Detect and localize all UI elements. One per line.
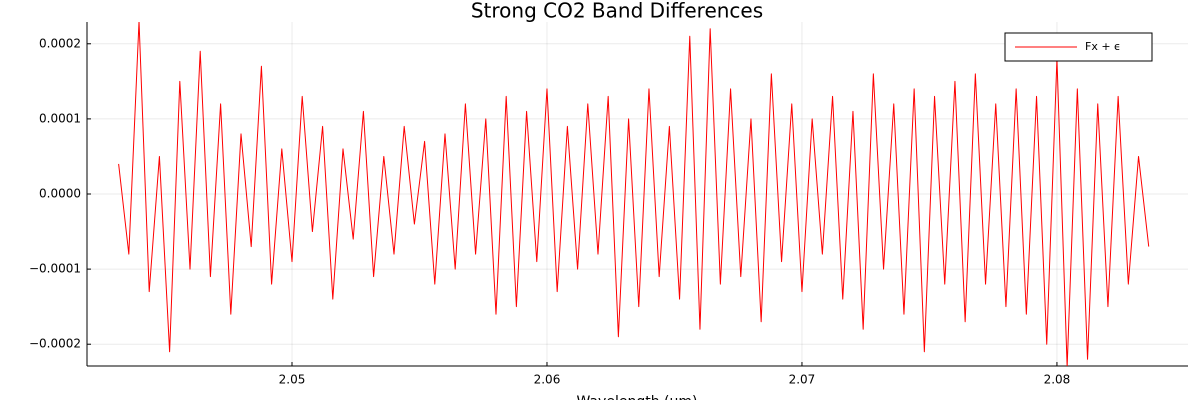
y-tick-label: 0.0000 [39, 187, 81, 201]
data-line [118, 22, 1150, 366]
y-tick-label: −0.0001 [29, 262, 81, 276]
y-tick-label: −0.0002 [29, 337, 81, 351]
plot-area [118, 22, 1150, 366]
y-tick-label: 0.0001 [39, 111, 81, 125]
y-tick-label: 0.0002 [39, 36, 81, 50]
x-tick-label: 2.06 [534, 373, 561, 387]
chart-title: Strong CO2 Band Differences [471, 0, 763, 23]
x-axis-label: Wavelength (μm) [577, 394, 698, 400]
x-tick-label: 2.05 [279, 373, 306, 387]
x-tick-label: 2.08 [1044, 373, 1071, 387]
legend-label: Fx + ϵ [1085, 40, 1121, 53]
x-tick-label: 2.07 [789, 373, 816, 387]
